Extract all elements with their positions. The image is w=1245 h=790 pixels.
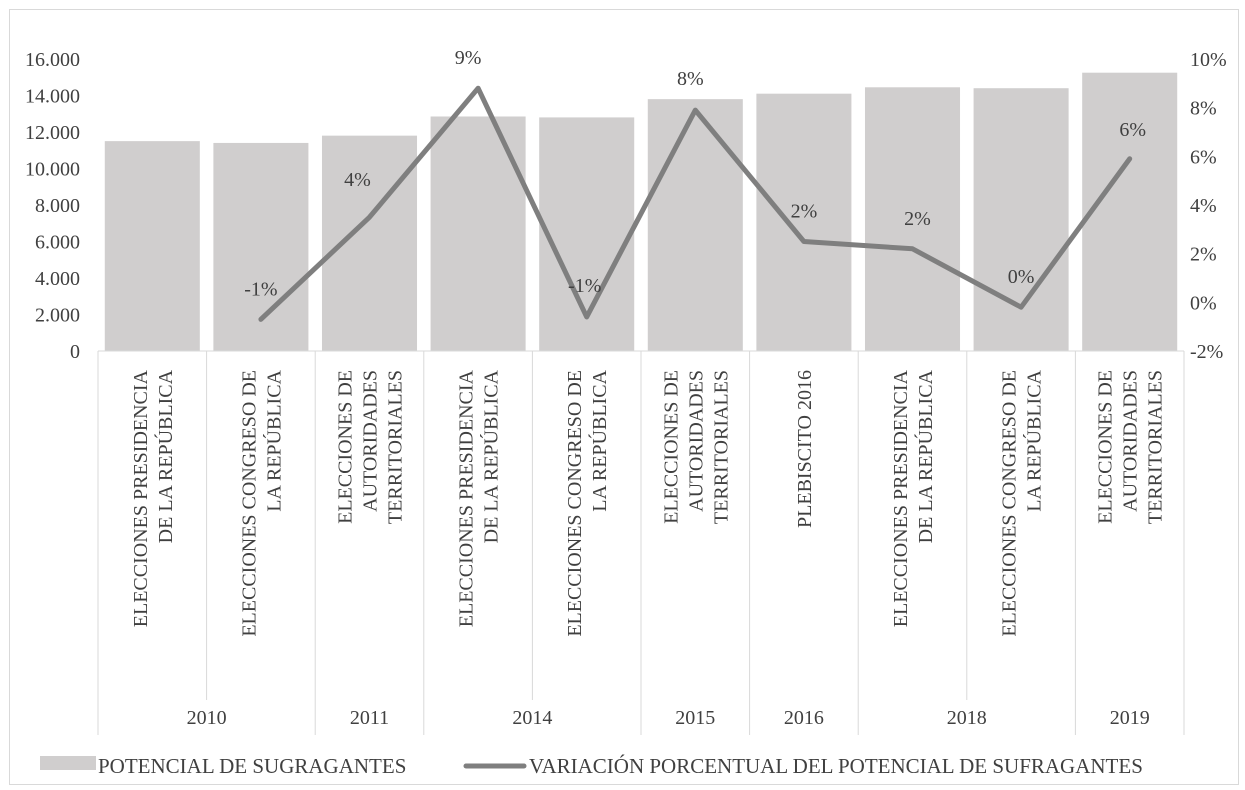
category-label: LA REPÚBLICA xyxy=(1022,369,1046,511)
data-label: 4% xyxy=(344,169,371,191)
bar xyxy=(973,88,1069,351)
y-left-tick-label: 0 xyxy=(70,341,80,363)
axes-layer: 0 2.000 4.000 6.000 8.000 10.000 12.000 14.000 1… xyxy=(25,49,1227,735)
category-label: TERRITORIALES xyxy=(1145,370,1167,524)
category-label: AUTORIDADES xyxy=(1120,370,1142,512)
y-right-tick-label: -2% xyxy=(1190,341,1223,363)
data-label: 6% xyxy=(1119,119,1146,141)
bar xyxy=(104,141,200,351)
category-label: ELECCIONES CONGRESO DE xyxy=(999,370,1021,637)
data-label: 2% xyxy=(791,201,818,223)
line-point xyxy=(1128,157,1132,161)
line-point xyxy=(693,108,697,112)
category-label: ELECCIONES PRESIDENCIA xyxy=(130,369,152,627)
y-right-tick-label: 6% xyxy=(1190,146,1217,168)
chart-frame xyxy=(9,9,1239,785)
category-label: AUTORIDADES xyxy=(685,370,707,512)
labels-layer: 2010 2011 2014 2015 2016 2018 2019 ELECCIONES P… xyxy=(130,47,1167,729)
category-label: TERRITORIALES xyxy=(385,370,407,524)
legend-line-label: VARIACIÓN PORCENTUAL DEL POTENCIAL DE SU… xyxy=(529,754,1143,778)
y-right-tick-label: 10% xyxy=(1190,49,1227,71)
bar xyxy=(430,116,526,351)
line-point xyxy=(911,247,914,251)
y-right-tick-label: 4% xyxy=(1190,195,1217,217)
line-point xyxy=(259,317,263,321)
y-right-tick-label: 8% xyxy=(1190,98,1217,120)
line-point xyxy=(802,240,806,243)
category-label: ELECCIONES PRESIDENCIA xyxy=(890,369,912,627)
bar xyxy=(321,135,418,351)
line-point xyxy=(368,215,371,219)
category-label: PLEBISCITO 2016 xyxy=(794,370,816,528)
y-left-tick-label: 16.000 xyxy=(25,49,80,71)
bar xyxy=(864,87,961,351)
category-label: DE LA REPÚBLICA xyxy=(153,369,177,543)
line-point xyxy=(1019,305,1023,309)
data-label: -1% xyxy=(244,278,277,300)
year-label: 2010 xyxy=(187,707,227,729)
y-left-tick-label: 10.000 xyxy=(25,159,80,181)
data-label: 9% xyxy=(455,47,482,69)
bar xyxy=(1082,72,1178,351)
line-layer xyxy=(258,85,1133,322)
bar xyxy=(756,93,852,352)
year-label: 2014 xyxy=(512,707,552,729)
legend-bar-swatch xyxy=(40,756,96,770)
category-label: ELECCIONES CONGRESO DE xyxy=(238,370,260,637)
category-label: ELECCIONES DE xyxy=(335,370,357,524)
category-label: ELECCIONES PRESIDENCIA xyxy=(456,369,478,627)
y-left-tick-label: 6.000 xyxy=(35,232,80,254)
legend: POTENCIAL DE SUGRAGANTES VARIACIÓN PORCEN… xyxy=(40,754,1143,778)
category-label: LA REPÚBLICA xyxy=(261,369,285,511)
category-label: DE LA REPÚBLICA xyxy=(913,369,937,543)
line-point xyxy=(585,315,589,319)
category-label: ELECCIONES CONGRESO DE xyxy=(564,370,586,637)
category-label: AUTORIDADES xyxy=(360,370,382,512)
bar xyxy=(647,99,743,352)
category-label: ELECCIONES DE xyxy=(1095,370,1117,524)
y-left-tick-label: 8.000 xyxy=(35,195,80,217)
line-point xyxy=(476,86,480,90)
data-label: -1% xyxy=(568,275,601,297)
year-label: 2011 xyxy=(350,707,389,729)
year-label: 2016 xyxy=(784,707,824,729)
y-right-tick-label: 2% xyxy=(1190,244,1217,266)
data-label: 2% xyxy=(904,208,931,230)
category-label: LA REPÚBLICA xyxy=(587,369,611,511)
y-left-tick-label: 12.000 xyxy=(25,122,80,144)
category-label: DE LA REPÚBLICA xyxy=(479,369,503,543)
data-label: 0% xyxy=(1008,266,1035,288)
category-label: TERRITORIALES xyxy=(710,370,732,524)
legend-bar-label: POTENCIAL DE SUGRAGANTES xyxy=(98,754,406,778)
category-label: ELECCIONES DE xyxy=(660,370,682,524)
y-left-tick-label: 4.000 xyxy=(35,268,80,290)
year-label: 2018 xyxy=(947,707,987,729)
year-label: 2015 xyxy=(675,707,715,729)
year-label: 2019 xyxy=(1110,707,1150,729)
data-label: 8% xyxy=(677,68,704,90)
y-right-tick-label: 0% xyxy=(1190,292,1217,314)
y-left-tick-label: 2.000 xyxy=(35,305,80,327)
y-left-tick-label: 14.000 xyxy=(25,86,80,108)
